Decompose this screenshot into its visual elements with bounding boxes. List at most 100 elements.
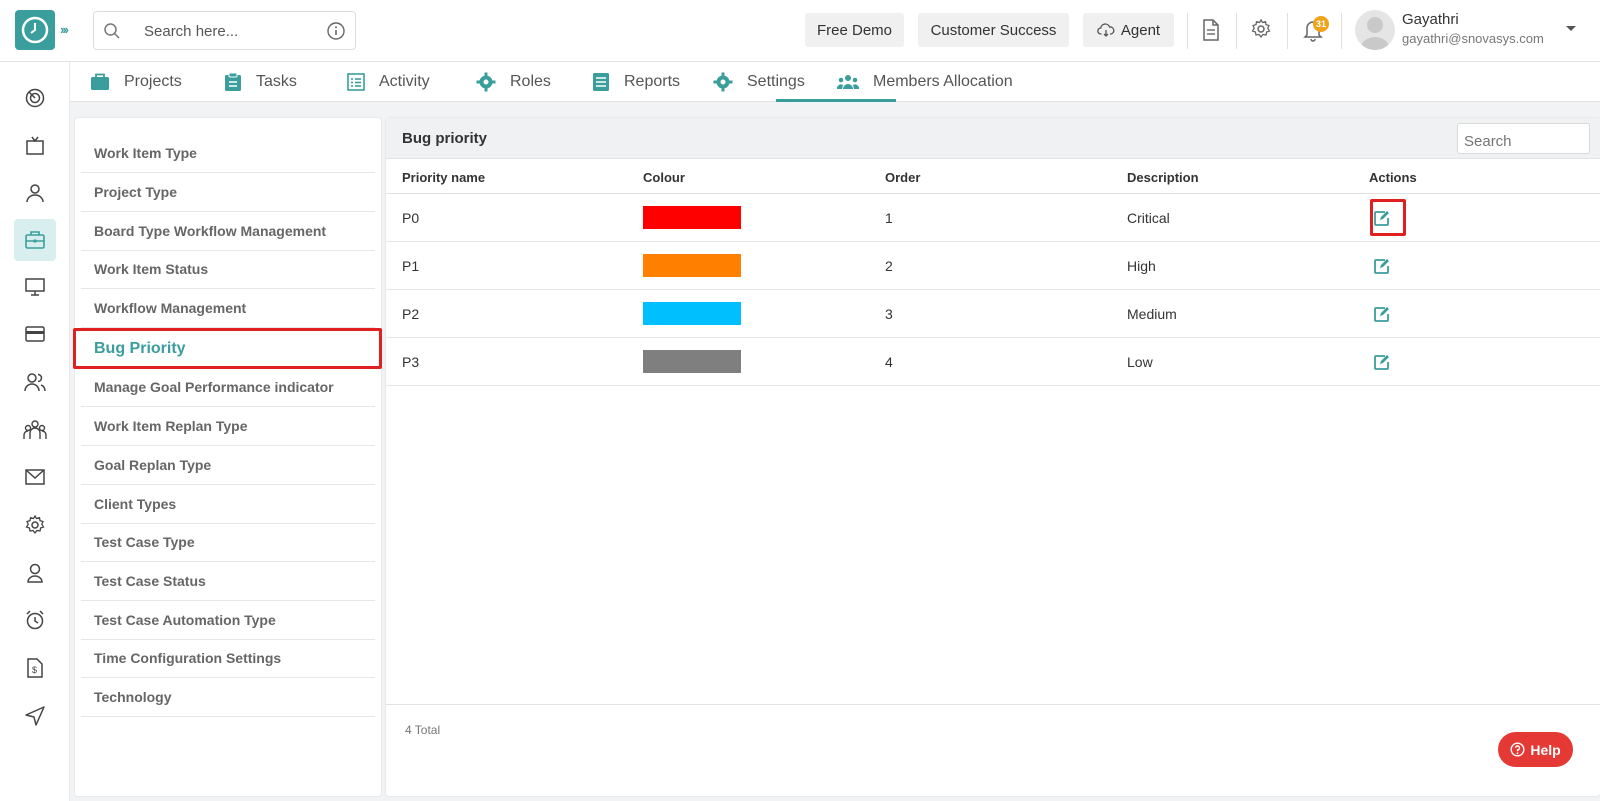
column-header-actions: Actions <box>1369 170 1417 185</box>
mail-icon[interactable] <box>14 456 56 498</box>
tab-members-allocation[interactable]: Members Allocation <box>837 62 1013 102</box>
document-icon[interactable] <box>1200 18 1222 47</box>
tab-projects[interactable]: Projects <box>90 62 182 102</box>
expand-sidebar-icon[interactable]: ››› <box>60 22 69 37</box>
tab-label: Tasks <box>256 73 297 90</box>
edit-icon[interactable] <box>1371 256 1391 276</box>
divider <box>1187 13 1188 49</box>
bug-priority-panel: Bug priority Priority name Colour Order … <box>386 118 1600 796</box>
settings-item-test-case-status[interactable]: Test Case Status <box>81 562 375 601</box>
edit-icon[interactable] <box>1371 352 1391 372</box>
settings-item-technology[interactable]: Technology <box>81 678 375 717</box>
priority-name: P0 <box>402 210 420 226</box>
settings-icon[interactable] <box>14 504 56 546</box>
priority-name: P1 <box>402 258 420 274</box>
briefcase-icon <box>91 73 109 90</box>
priority-name: P3 <box>402 354 420 370</box>
settings-item-bug-priority[interactable]: Bug Priority <box>94 339 186 357</box>
badge-icon[interactable] <box>14 552 56 594</box>
panel-search-input[interactable] <box>1457 123 1590 154</box>
help-button[interactable]: Help <box>1498 732 1573 767</box>
priority-description: High <box>1127 258 1156 274</box>
gear-icon <box>476 72 496 92</box>
help-label: Help <box>1530 741 1561 758</box>
tab-roles[interactable]: Roles <box>476 62 551 102</box>
edit-highlight-box <box>1370 199 1406 236</box>
settings-item-test-case-automation-type[interactable]: Test Case Automation Type <box>81 601 375 640</box>
search-icon <box>103 22 121 45</box>
table-row: P0 1 Critical <box>386 194 1600 242</box>
column-header-priority-name: Priority name <box>402 170 486 185</box>
users-icon[interactable] <box>14 361 56 403</box>
help-icon <box>1510 742 1525 757</box>
alarm-icon[interactable] <box>14 599 56 641</box>
user-email: gayathri@snovasys.com <box>1402 31 1544 46</box>
settings-item-work-item-type[interactable]: Work Item Type <box>81 134 375 173</box>
info-icon[interactable] <box>326 21 346 46</box>
settings-item-work-item-replan-type[interactable]: Work Item Replan Type <box>81 407 375 446</box>
report-icon <box>593 73 609 91</box>
settings-item-work-item-status[interactable]: Work Item Status <box>81 250 375 289</box>
priority-name: P2 <box>402 306 420 322</box>
settings-gear-icon[interactable] <box>1250 18 1272 45</box>
avatar[interactable] <box>1355 10 1395 50</box>
team-icon[interactable] <box>14 409 56 451</box>
tab-label: Members Allocation <box>873 73 1013 90</box>
user-name: Gayathri <box>1402 11 1459 28</box>
left-sidebar: $ <box>0 62 70 801</box>
user-icon[interactable] <box>14 172 56 214</box>
notification-badge: 31 <box>1313 16 1329 32</box>
priority-description: Medium <box>1127 306 1177 322</box>
tab-reports[interactable]: Reports <box>592 62 680 102</box>
top-header: ››› Search here... Free Demo Customer Su… <box>0 0 1600 62</box>
invoice-icon[interactable]: $ <box>14 647 56 689</box>
column-header-colour: Colour <box>643 170 685 185</box>
send-icon[interactable] <box>14 695 56 737</box>
chevron-down-icon[interactable] <box>1566 26 1576 31</box>
priority-order: 4 <box>885 354 893 370</box>
briefcase-icon[interactable] <box>14 219 56 261</box>
edit-icon[interactable] <box>1371 208 1391 228</box>
global-search[interactable]: Search here... <box>93 11 356 50</box>
column-header-order: Order <box>885 170 921 185</box>
priority-order: 3 <box>885 306 893 322</box>
customer-success-button[interactable]: Customer Success <box>918 13 1069 47</box>
panel-header: Bug priority <box>386 118 1600 159</box>
tab-activity[interactable]: Activity <box>347 62 430 102</box>
settings-item-goal-performance-indicator[interactable]: Manage Goal Performance indicator <box>81 368 375 407</box>
tab-tasks[interactable]: Tasks <box>224 62 297 102</box>
active-tab-indicator <box>776 99 896 102</box>
tab-label: Reports <box>624 73 681 90</box>
colour-swatch <box>643 302 741 325</box>
settings-item-project-type[interactable]: Project Type <box>81 173 375 212</box>
tv-icon[interactable] <box>14 125 56 167</box>
table-row: P1 2 High <box>386 242 1600 290</box>
tab-settings[interactable]: Settings <box>713 62 805 102</box>
priority-order: 2 <box>885 258 893 274</box>
colour-swatch <box>643 350 741 373</box>
settings-item-workflow-management[interactable]: Workflow Management <box>81 289 375 328</box>
settings-item-time-configuration[interactable]: Time Configuration Settings <box>81 639 375 678</box>
clipboard-icon <box>225 72 241 91</box>
priority-description: Critical <box>1127 210 1170 226</box>
monitor-icon[interactable] <box>14 266 56 308</box>
table-row: P3 4 Low <box>386 338 1600 386</box>
card-icon[interactable] <box>14 313 56 355</box>
search-placeholder[interactable]: Search here... <box>144 23 239 40</box>
tab-label: Settings <box>747 73 805 90</box>
members-icon <box>837 75 859 89</box>
project-tabs: Projects Tasks Activity Roles Reports Se… <box>70 62 1600 102</box>
edit-icon[interactable] <box>1371 304 1391 324</box>
settings-item-client-types[interactable]: Client Types <box>81 485 375 524</box>
settings-item-test-case-type[interactable]: Test Case Type <box>81 523 375 562</box>
app-logo[interactable] <box>15 10 55 50</box>
settings-item-board-type-workflow[interactable]: Board Type Workflow Management <box>81 212 375 251</box>
settings-item-goal-replan-type[interactable]: Goal Replan Type <box>81 446 375 485</box>
free-demo-button[interactable]: Free Demo <box>805 13 904 47</box>
cloud-download-icon <box>1097 23 1115 37</box>
divider <box>1287 13 1288 49</box>
agent-button[interactable]: Agent <box>1083 13 1174 47</box>
tab-label: Activity <box>379 73 430 90</box>
dashboard-icon[interactable] <box>14 77 56 119</box>
agent-label: Agent <box>1120 21 1161 39</box>
